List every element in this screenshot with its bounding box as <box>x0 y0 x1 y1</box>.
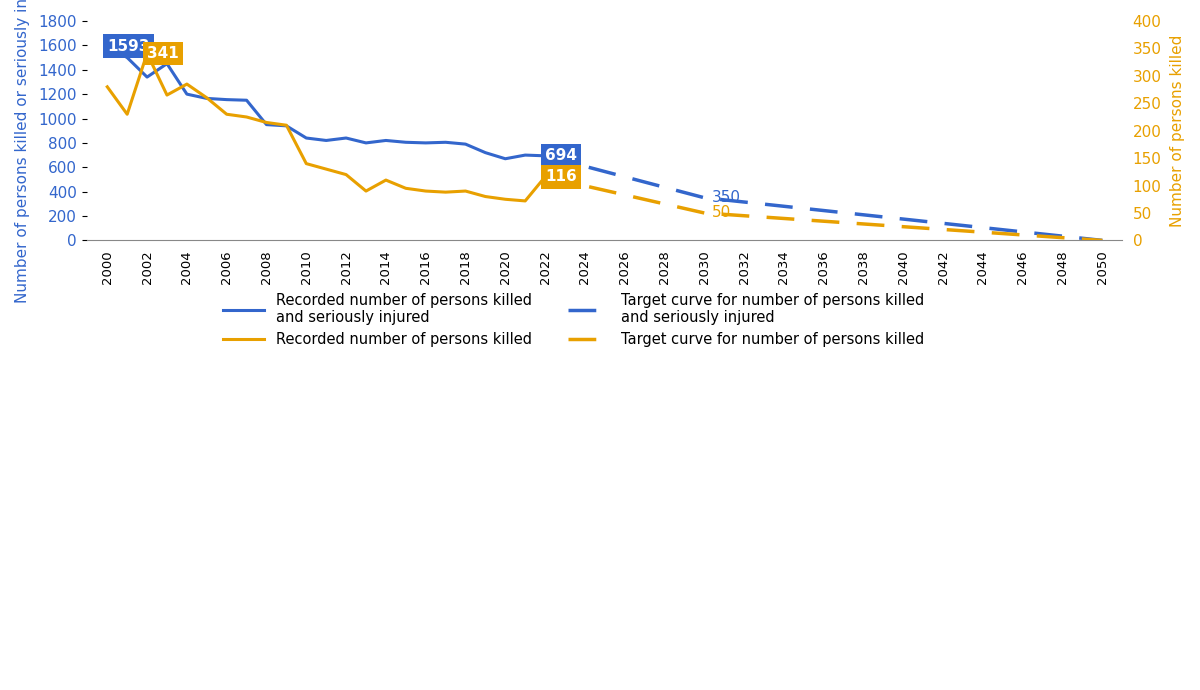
Text: 116: 116 <box>545 169 577 184</box>
Legend: Recorded number of persons killed
and seriously injured, Recorded number of pers: Recorded number of persons killed and se… <box>223 293 924 347</box>
Text: 50: 50 <box>713 206 732 221</box>
Text: 1593: 1593 <box>107 39 150 54</box>
Y-axis label: Number of persons killed or seriously injured: Number of persons killed or seriously in… <box>14 0 30 303</box>
Y-axis label: Number of persons killed: Number of persons killed <box>1170 34 1186 227</box>
Text: 350: 350 <box>713 190 742 205</box>
Text: 694: 694 <box>545 148 577 164</box>
Text: 341: 341 <box>148 46 179 61</box>
